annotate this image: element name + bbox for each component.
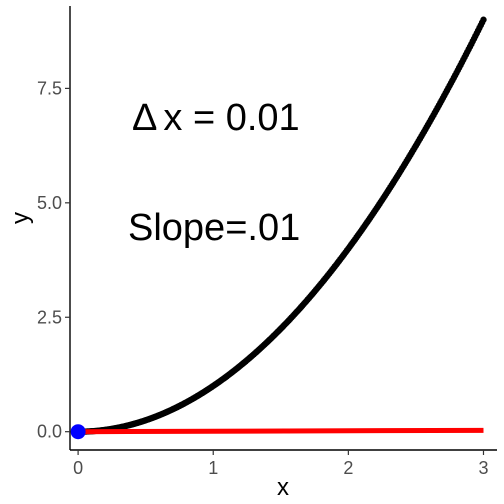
y-tick-label: 5.0	[37, 193, 62, 213]
y-ticks: 0.0 2.5 5.0 7.5	[37, 78, 70, 442]
x-tick-label: 0	[73, 458, 83, 478]
x-tick-label: 3	[478, 458, 488, 478]
x-ticks: 0 1 2 3	[73, 450, 488, 478]
curve-point	[480, 16, 487, 23]
x-axis-title: x	[277, 474, 289, 501]
x-tick-label: 1	[208, 458, 218, 478]
y-tick-label: 7.5	[37, 78, 62, 98]
y-tick-label: 0.0	[37, 422, 62, 442]
delta-text: x = 0.01	[163, 97, 299, 139]
delta-symbol: Δ	[132, 97, 157, 139]
y-axis-title: y	[7, 212, 34, 224]
origin-point	[70, 424, 86, 440]
point-layer	[70, 424, 86, 440]
slope-line	[78, 427, 484, 435]
y-tick-label: 2.5	[37, 307, 62, 327]
x-tick-label: 2	[343, 458, 353, 478]
line-layer	[78, 427, 484, 435]
slope-annotation: Slope=.01	[128, 207, 300, 249]
